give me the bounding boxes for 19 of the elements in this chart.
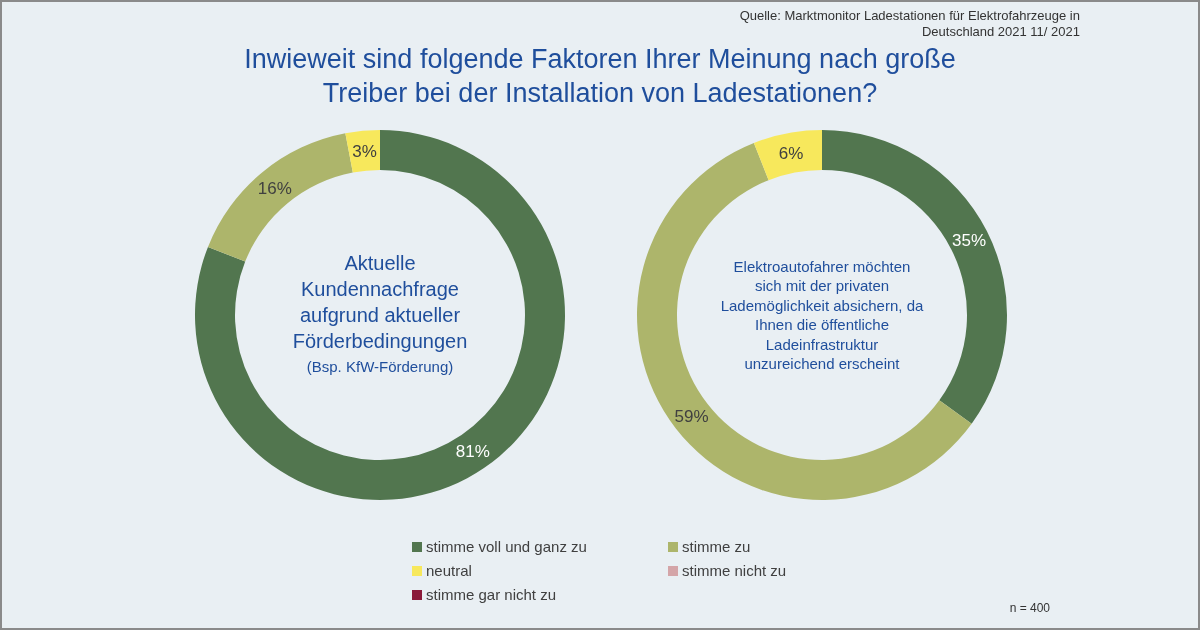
data-label: 81%	[455, 442, 490, 462]
data-label: 35%	[952, 231, 987, 251]
text: n = 400	[1009, 601, 1051, 615]
legend-label: stimme nicht zu	[682, 562, 787, 579]
source-note: Quelle: Marktmonitor Ladestationen für Elektrofahrzeuge in Deutschland 2021 11/ 2021	[739, 8, 1080, 39]
text: Aktuelle Kundennachfrage aufgrund aktueller Förderbedingungen	[292, 252, 468, 352]
data-label: 3%	[352, 141, 377, 161]
legend-label: stimme voll und ganz zu	[426, 538, 587, 555]
donut-slice	[195, 130, 565, 500]
chart-title: Inwieweit sind folgende Faktoren Ihrer Meinung nach große Treiber bei der Installation von Ladestationen?	[244, 44, 956, 108]
legend-label: neutral	[426, 562, 472, 579]
data-label: 6%	[778, 143, 804, 163]
legend-label: stimme gar nicht zu	[426, 586, 557, 603]
text: (Bsp. KfW-Förderung)	[306, 358, 454, 375]
data-label: 16%	[257, 178, 292, 198]
text: Elektroautofahrer möchten sich mit der privaten Lademöglichkeit absichern, da Ihnen die öffentliche Ladeinfrastruktur unzureichend erscheint	[720, 257, 924, 372]
donut-slice	[753, 130, 822, 181]
legend-label: stimme zu	[682, 538, 751, 555]
data-label: 59%	[674, 407, 709, 427]
